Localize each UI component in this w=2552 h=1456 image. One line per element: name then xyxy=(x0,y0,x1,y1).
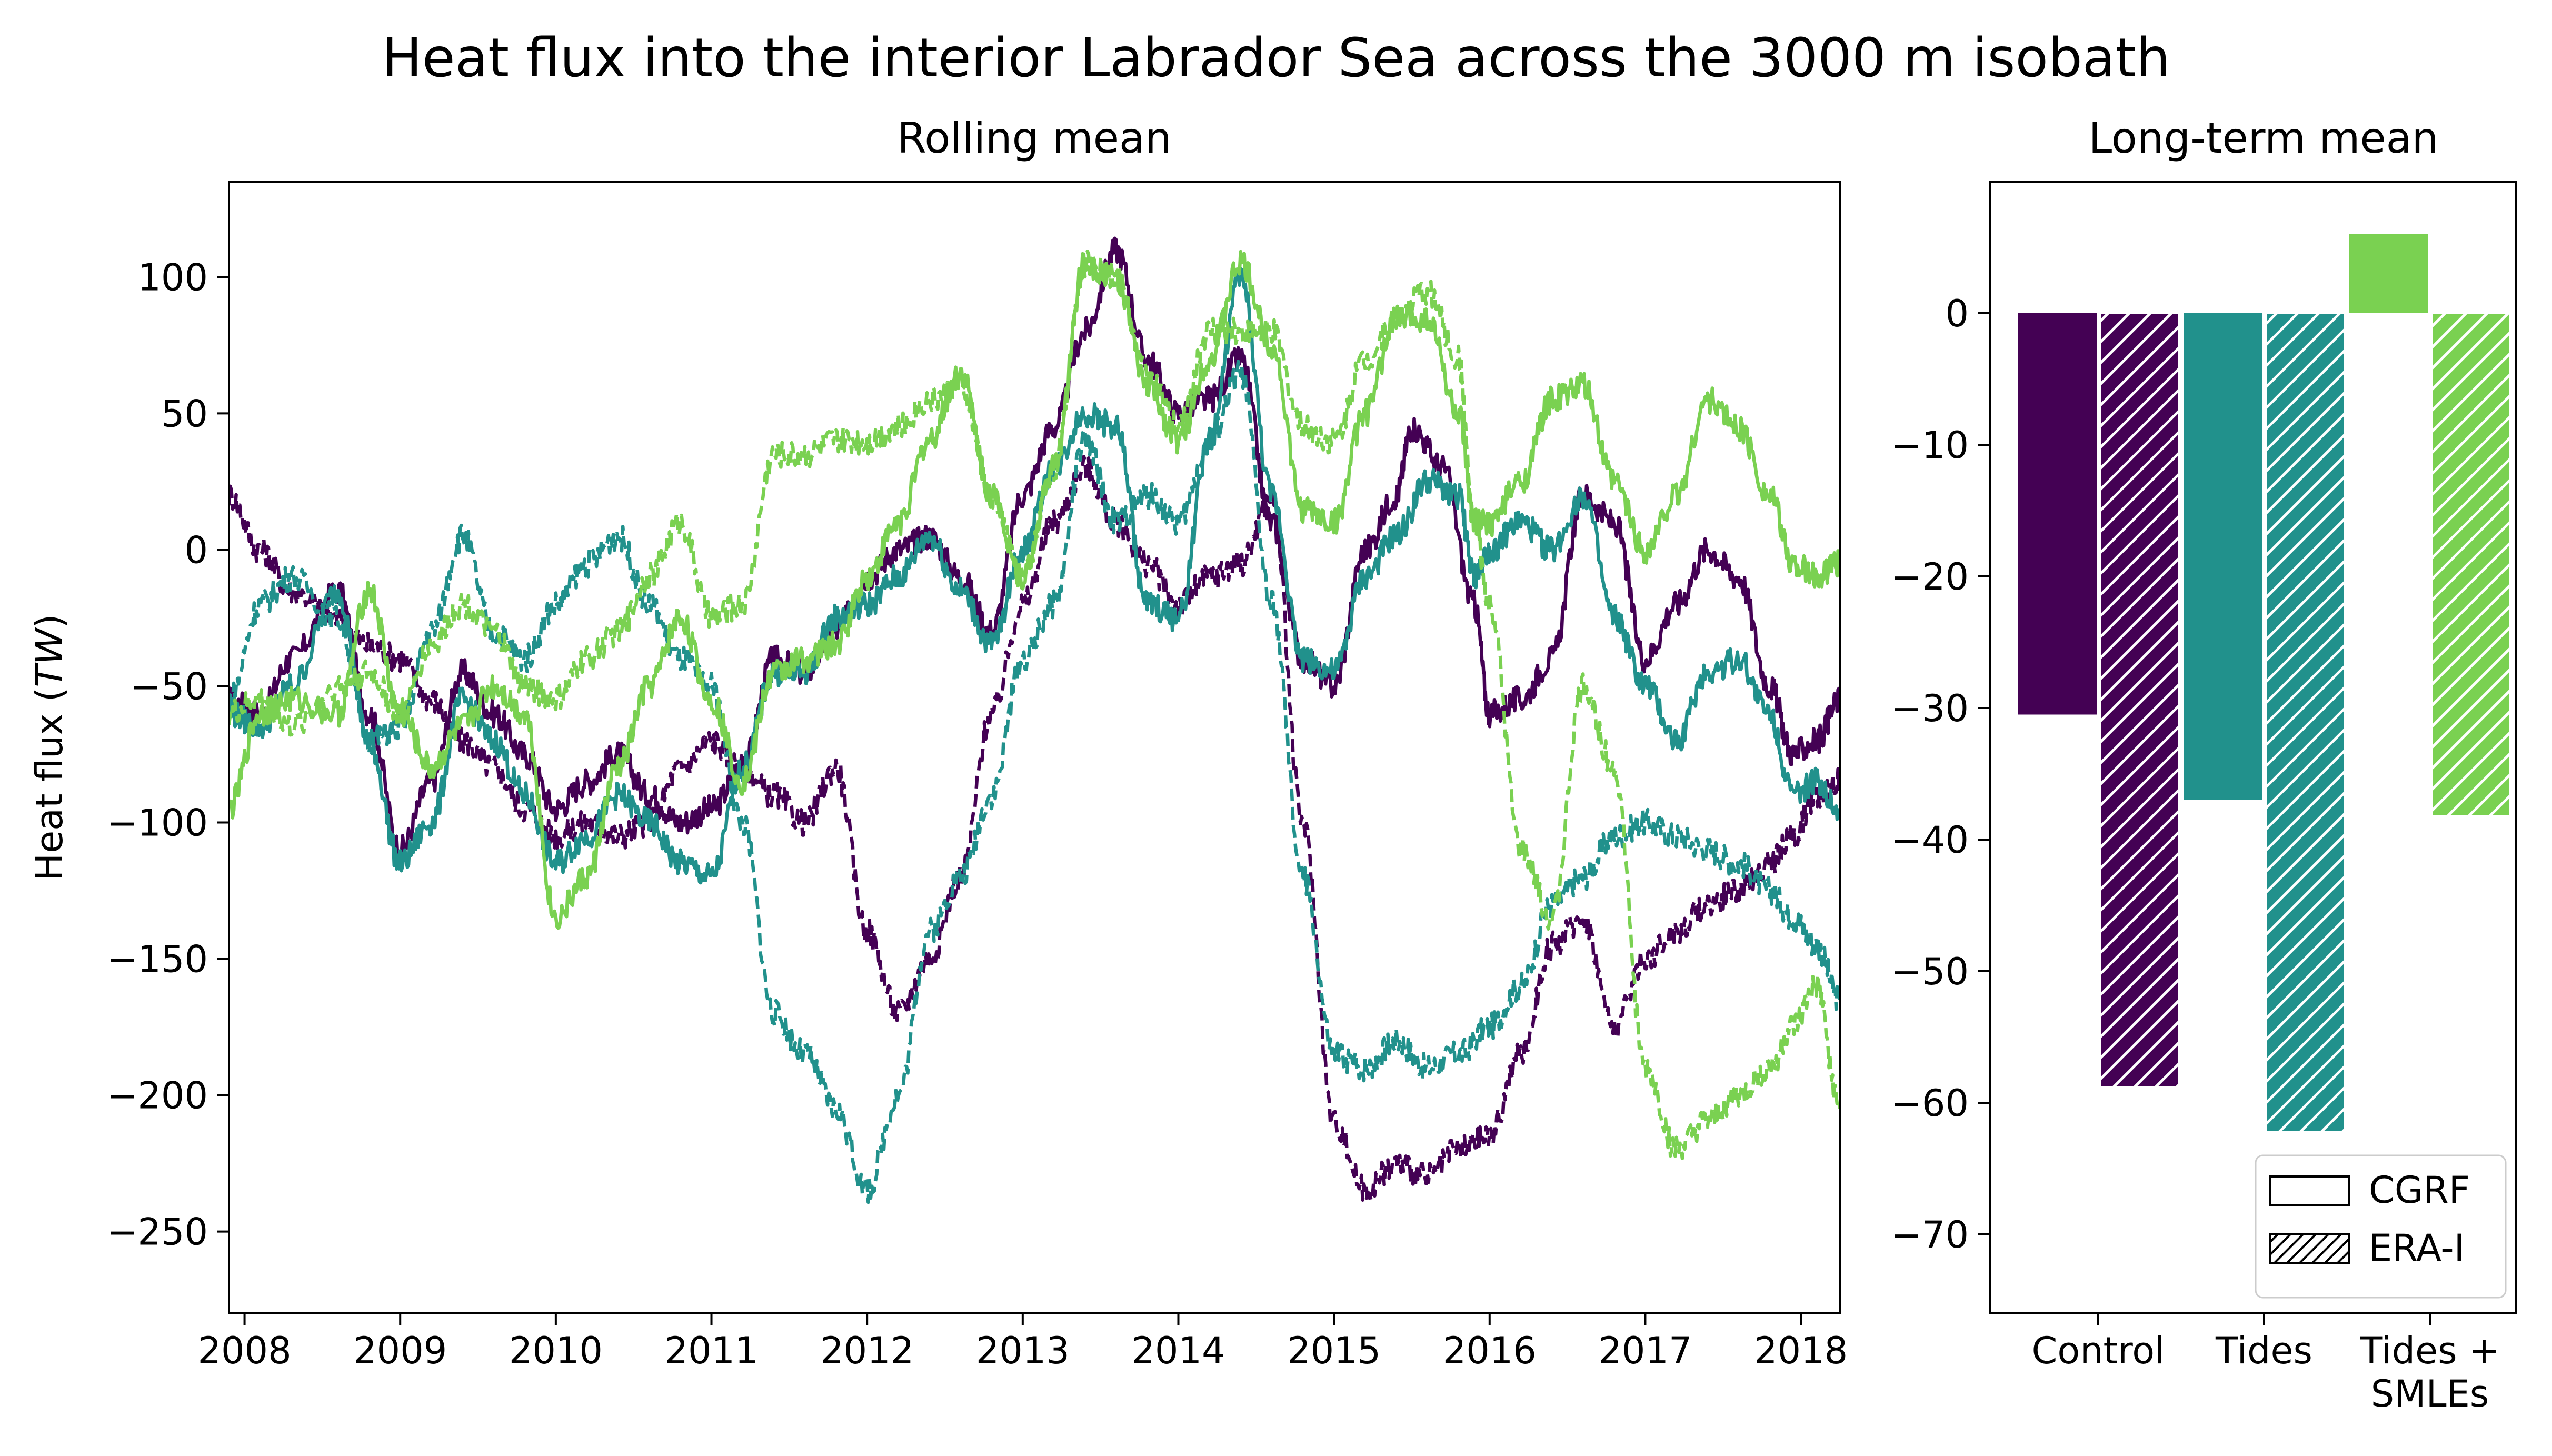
y-tick-label: −20 xyxy=(1891,555,1969,599)
bar-cgrf-0 xyxy=(2018,313,2097,715)
line-chart-y-axis-label: Heat flux (TW) xyxy=(28,614,71,881)
line-chart-title: Rolling mean xyxy=(897,114,1171,163)
y-tick-label: −60 xyxy=(1891,1082,1969,1125)
x-tick-label: Tides + xyxy=(2360,1329,2500,1372)
y-tick-label: 0 xyxy=(184,528,208,572)
y-tick-label: −10 xyxy=(1891,424,1969,467)
line-series-group xyxy=(229,236,1840,1204)
line-y-ticks: 100 50 0 −50 −100 −150 −200 −250 xyxy=(107,256,229,1254)
y-tick-label: −30 xyxy=(1891,687,1969,730)
bar-chart-panel: Long-term mean 0 −10 −20 −30 −40 −50 −60 −70 Co… xyxy=(1891,114,2517,1415)
series-line-tides-smles-era-i xyxy=(229,250,1840,1160)
legend-swatch xyxy=(2269,1175,2350,1206)
x-tick-label: 2016 xyxy=(1443,1329,1537,1372)
x-tick-label: 2009 xyxy=(353,1329,447,1372)
y-tick-label: −100 xyxy=(107,801,208,844)
y-tick-label: −50 xyxy=(1891,950,1969,993)
line-chart-frame xyxy=(228,181,1841,1314)
series-line-tides-era-i xyxy=(229,360,1840,1204)
x-tick-label: SMLEs xyxy=(2371,1372,2489,1415)
bar-marks-group xyxy=(2018,234,2511,1133)
y-tick-label: 50 xyxy=(161,392,208,435)
bar-cgrf-2 xyxy=(2349,234,2428,313)
bar-hatch-overlay xyxy=(2265,312,2346,1133)
x-tick-label: 2010 xyxy=(509,1329,603,1372)
x-tick-label: Control xyxy=(2031,1329,2165,1372)
legend-label: CGRF xyxy=(2369,1169,2470,1212)
series-line-tides-smles-cgrf xyxy=(229,250,1840,930)
x-tick-label: 2012 xyxy=(820,1329,914,1372)
x-tick-label: 2014 xyxy=(1131,1329,1225,1372)
x-tick-label: 2013 xyxy=(976,1329,1070,1372)
x-tick-label: Tides xyxy=(2215,1329,2312,1372)
bar-legend: CGRF ERA-I xyxy=(2255,1154,2507,1299)
y-tick-label: −50 xyxy=(130,665,208,708)
bar-x-ticks: Control Tides Tides +SMLEs xyxy=(2031,1313,2499,1415)
legend-label: ERA-I xyxy=(2369,1226,2465,1270)
y-tick-label: −70 xyxy=(1891,1213,1969,1256)
bar-chart-frame xyxy=(1989,181,2517,1314)
y-tick-label: −250 xyxy=(107,1211,208,1254)
line-x-ticks: 2008 2009 2010 2011 2012 2013 2014 2015 2016 2017… xyxy=(197,1313,1848,1372)
x-tick-label: 2015 xyxy=(1287,1329,1381,1372)
bar-hatch-overlay xyxy=(2430,312,2511,817)
x-tick-label: 2018 xyxy=(1754,1329,1848,1372)
y-tick-label: 0 xyxy=(1945,292,1969,335)
bar-chart-title: Long-term mean xyxy=(2089,114,2439,163)
bar-hatch-overlay xyxy=(2099,312,2180,1088)
y-tick-label: −200 xyxy=(107,1074,208,1118)
legend-swatch xyxy=(2269,1233,2350,1264)
bar-cgrf-1 xyxy=(2184,313,2262,800)
x-tick-label: 2017 xyxy=(1598,1329,1692,1372)
y-tick-label: 100 xyxy=(137,256,208,299)
y-tick-label: −150 xyxy=(107,938,208,981)
line-chart-panel: Rolling mean Heat flux (TW) 2008 2009 2010… xyxy=(28,114,1848,1372)
x-tick-label: 2011 xyxy=(664,1329,758,1372)
series-line-tides-cgrf xyxy=(229,267,1840,885)
figure-title: Heat flux into the interior Labrador Sea… xyxy=(382,27,2170,89)
series-line-control-era-i xyxy=(229,455,1840,1204)
y-tick-label: −40 xyxy=(1891,819,1969,862)
x-tick-label: 2008 xyxy=(197,1329,291,1372)
bar-y-ticks: 0 −10 −20 −30 −40 −50 −60 −70 xyxy=(1891,292,1990,1256)
